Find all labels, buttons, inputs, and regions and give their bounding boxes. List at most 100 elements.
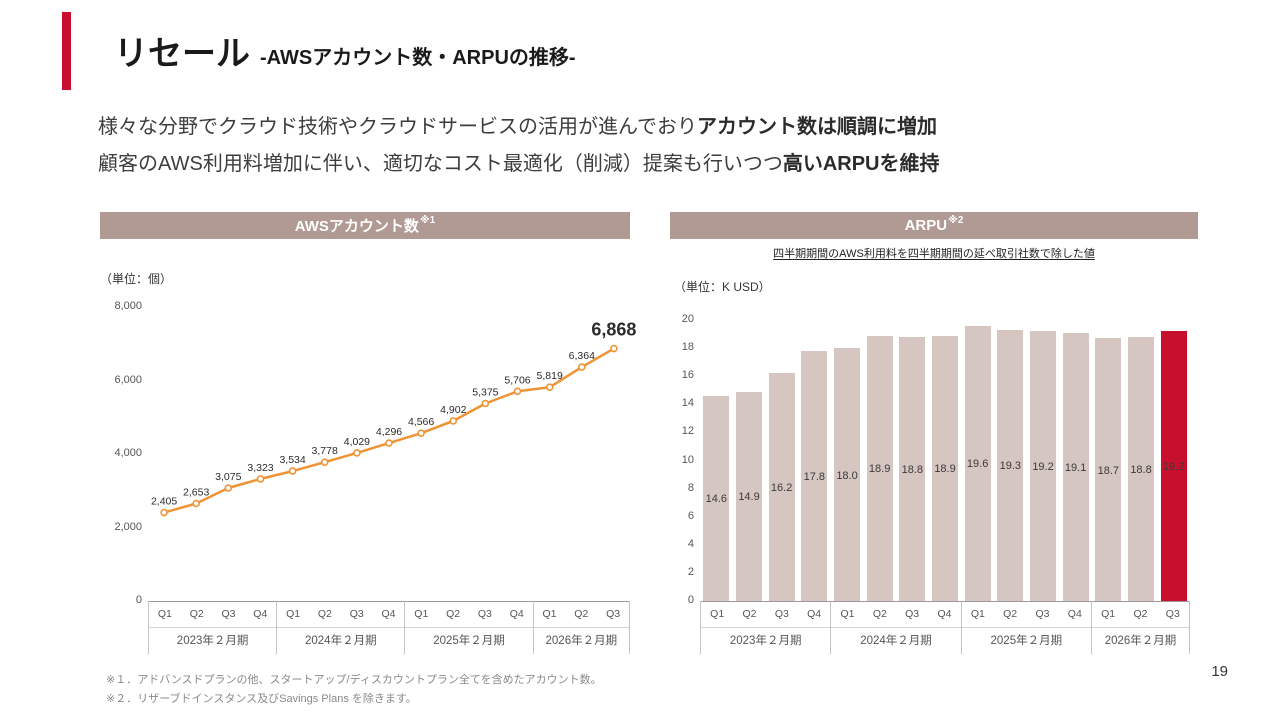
arpu-y-axis: 20 18 16 14 12 10 8 6 4 2 0 — [670, 212, 694, 662]
summary-line-2: 顧客のAWS利用料増加に伴い、適切なコスト最適化（削減）提案も行いつつ高いARP… — [98, 151, 940, 178]
quarter-label: Q2 — [317, 608, 332, 620]
y-axis-tick-label: 4 — [687, 537, 694, 550]
arpu-unit-label: （単位：K USD） — [674, 280, 771, 294]
page-title: リセール -AWSアカウント数・ARPUの推移- — [114, 34, 576, 75]
bar-value-label: 19.6 — [966, 458, 989, 471]
quarter-label: Q3 — [221, 608, 236, 620]
quarter-label: Q1 — [840, 608, 855, 620]
arpu-bar — [964, 325, 991, 601]
y-axis-tick-label: 12 — [681, 425, 694, 438]
summary-line-2-bold: 高いARPUを維持 — [782, 153, 940, 175]
quarter-label: Q1 — [1101, 608, 1116, 620]
bar-value-label: 14.6 — [705, 493, 728, 506]
bar-value-label: 14.9 — [738, 491, 760, 504]
arpu-definition-note: 四半期期間のAWS利用料を四半期期間の延べ取引社数で除した値 — [773, 248, 1095, 260]
quarter-row: Q1 Q2 Q3 Q4 — [149, 601, 277, 628]
data-point-label: 4,902 — [440, 404, 466, 416]
footnote-2: ※２．リザーブドインスタンス及びSavings Plans を除きます。 — [106, 693, 417, 705]
aws-accounts-chart-title: AWSアカウント数 — [294, 218, 419, 235]
quarter-row: Q1 Q2 Q3 Q4 — [961, 601, 1091, 628]
arpu-bar — [899, 336, 926, 601]
data-point-label: 4,566 — [408, 416, 434, 428]
page-title-subtitle: -AWSアカウント数・ARPUの推移- — [260, 46, 576, 69]
quarter-label: Q1 — [542, 608, 557, 620]
aws-accounts-chart-title-note: ※1 — [419, 215, 436, 226]
quarter-row: Q1 Q2 Q3 Q4 — [277, 601, 405, 628]
bar-value-label: 18.9 — [868, 463, 891, 476]
aws-accounts-chart-panel: AWSアカウント数 ※1 （単位：個） 8,000 6,000 4,000 2,000 0… — [100, 212, 636, 662]
y-axis-tick-label: 20 — [681, 313, 694, 325]
y-axis-tick-label: 18 — [681, 341, 694, 354]
data-point-label: 6,364 — [569, 350, 595, 362]
fiscal-year-group: Q1 Q2 Q3 Q4 2024年２月期 — [831, 601, 962, 654]
aws-accounts-line-chart: 2,405 2,653 3,075 3,323 3,534 3,778 4,029 4,296… — [148, 307, 636, 602]
quarter-label: Q2 — [872, 608, 887, 620]
quarter-row: Q1 Q2 Q3 — [1091, 601, 1189, 628]
fiscal-year-label: 2026年２月期 — [1104, 635, 1177, 647]
data-point-marker — [610, 344, 618, 353]
data-point-label: 3,323 — [247, 462, 273, 474]
y-axis-tick-label: 10 — [681, 453, 694, 466]
page-number: 19 — [1211, 663, 1228, 680]
fiscal-year-label: 2024年２月期 — [860, 635, 932, 647]
arpu-bar — [997, 329, 1024, 601]
data-point-marker — [481, 399, 490, 408]
quarter-label: Q3 — [477, 608, 492, 620]
arpu-bar — [801, 350, 828, 601]
quarter-label: Q3 — [1035, 608, 1050, 620]
quarter-label: Q4 — [509, 608, 524, 620]
data-point-marker — [385, 439, 393, 447]
summary-line-1: 様々な分野でクラウド技術やクラウドサービスの活用が進んでおりアカウント数は順調に… — [98, 114, 940, 141]
data-point-marker — [256, 475, 265, 483]
quarter-row: Q1 Q2 Q3 Q4 — [405, 601, 533, 628]
quarter-label: Q1 — [157, 608, 172, 620]
data-point-marker — [192, 499, 201, 508]
bar-value-label: 18.0 — [836, 469, 858, 482]
bar-value-label: 16.2 — [770, 482, 793, 495]
bar-value-label: 19.3 — [999, 460, 1022, 473]
fiscal-year-group: Q1 Q2 Q3 Q4 2024年２月期 — [277, 601, 406, 654]
data-point-label: 6,868 — [591, 320, 636, 340]
y-axis-tick-label: 6,000 — [114, 373, 142, 386]
data-point-marker — [545, 383, 554, 391]
summary-line-2-normal: 顧客のAWS利用料増加に伴い、適切なコスト最適化（削減）提案も行いつつ — [98, 153, 783, 175]
fiscal-year-label: 2026年２月期 — [545, 635, 618, 647]
arpu-bar — [703, 395, 730, 601]
bar-value-label: 19.2 — [1162, 461, 1185, 474]
data-point-label: 5,819 — [537, 370, 563, 382]
fiscal-year-group: Q1 Q2 Q3 Q4 2025年２月期 — [961, 601, 1092, 654]
data-point-label: 4,296 — [376, 426, 402, 438]
arpu-bar — [932, 335, 958, 601]
arpu-bar — [834, 348, 860, 601]
quarter-label: Q2 — [742, 608, 757, 620]
y-axis-tick-label: 6 — [687, 509, 694, 522]
data-point-marker — [577, 363, 586, 371]
data-point-label: 2,653 — [183, 487, 209, 499]
arpu-bar-chart: 14.6 14.9 16.2 17.8 18.0 18.9 18.8 18.9 19.6 19.3… — [700, 320, 1190, 602]
summary-text: 様々な分野でクラウド技術やクラウドサービスの活用が進んでおりアカウント数は順調に… — [98, 114, 940, 188]
fiscal-year-label: 2023年２月期 — [176, 635, 249, 647]
bar-value-label: 19.1 — [1064, 461, 1087, 474]
data-point-marker — [353, 449, 361, 457]
fiscal-year-label: 2023年２月期 — [729, 635, 802, 647]
y-axis-tick-label: 14 — [681, 397, 694, 410]
aws-accounts-y-axis: 8,000 6,000 4,000 2,000 0 — [100, 212, 142, 662]
bar-value-label: 18.9 — [934, 463, 956, 476]
data-point-marker — [417, 429, 425, 437]
footnotes: ※１．アドバンスドプランの他、スタートアップ/ディスカウントプラン全てを含めたア… — [106, 671, 602, 709]
quarter-row: Q1 Q2 Q3 Q4 — [701, 601, 831, 628]
summary-line-1-normal: 様々な分野でクラウド技術やクラウドサービスの活用が進んでおり — [98, 116, 697, 138]
quarter-label: Q2 — [446, 608, 461, 620]
fiscal-year-label: 2024年２月期 — [305, 635, 377, 647]
arpu-bar — [1030, 331, 1056, 601]
summary-line-1-bold: アカウント数は順調に増加 — [697, 116, 937, 138]
data-point-label: 3,534 — [279, 454, 305, 466]
arpu-bar — [1128, 336, 1154, 601]
quarter-label: Q4 — [253, 608, 268, 620]
y-axis-tick-label: 8 — [687, 481, 694, 494]
quarter-label: Q4 — [807, 608, 822, 620]
y-axis-tick-label: 0 — [135, 594, 142, 606]
quarter-label: Q3 — [606, 608, 621, 620]
page-title-main: リセール — [114, 35, 250, 73]
